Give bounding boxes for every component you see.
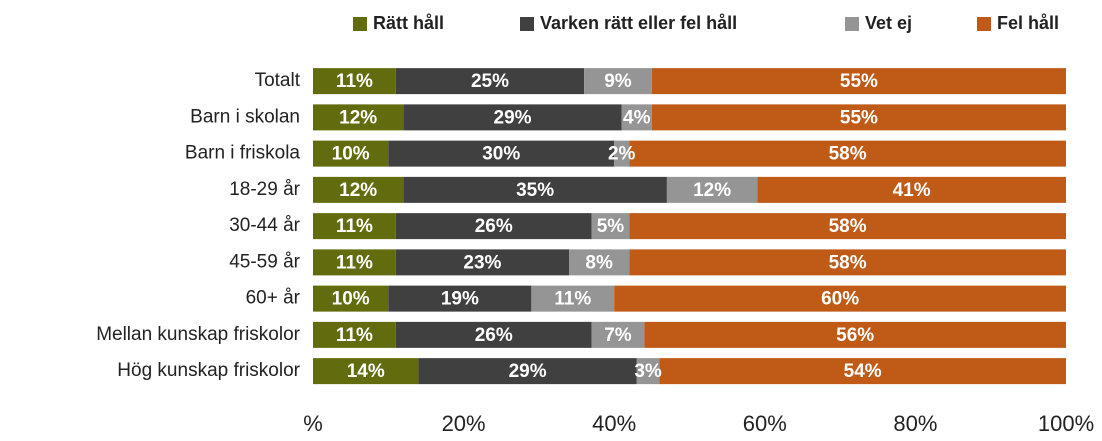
value-label: 60% — [821, 289, 859, 310]
category-label: Barn i skolan — [190, 106, 300, 127]
value-label: 3% — [634, 361, 662, 382]
value-label: 29% — [509, 361, 547, 382]
x-tick-label: % — [303, 411, 323, 436]
bar-segment — [614, 285, 1066, 312]
value-label: 54% — [844, 361, 882, 382]
legend-label: Varken rätt eller fel håll — [540, 13, 737, 33]
value-label: 35% — [516, 180, 554, 201]
bar-segment — [313, 358, 419, 385]
legend-label: Rätt håll — [373, 13, 444, 33]
bar-segment — [313, 104, 404, 131]
value-label: 10% — [332, 289, 370, 310]
value-label: 29% — [494, 107, 532, 128]
category-label: Hög kunskap friskolor — [117, 360, 300, 381]
bar-segment — [591, 213, 630, 240]
bar-segment — [313, 176, 404, 203]
value-label: 23% — [463, 252, 501, 273]
bar-segment — [395, 213, 592, 240]
legend-swatch — [977, 17, 991, 31]
bar-segment — [388, 140, 615, 167]
value-label: 14% — [347, 361, 385, 382]
value-label: 12% — [339, 180, 377, 201]
value-label: 2% — [608, 144, 636, 165]
bar-segment — [659, 358, 1066, 385]
value-label: 5% — [597, 216, 625, 237]
value-label: 4% — [623, 107, 651, 128]
bar-segment — [418, 358, 637, 385]
bar-segment — [395, 321, 592, 348]
value-label: 26% — [475, 325, 513, 346]
bar-segment — [395, 249, 570, 276]
value-label: 11% — [336, 71, 373, 92]
bar-segment — [629, 249, 1066, 276]
bar-segment — [313, 285, 389, 312]
x-tick-label: 20% — [442, 411, 486, 436]
bar-segment — [395, 68, 585, 95]
bar-segment — [757, 176, 1066, 203]
bar-segment — [614, 140, 630, 167]
value-label: 9% — [604, 71, 632, 92]
value-label: 8% — [585, 252, 613, 273]
bar-segment — [313, 249, 396, 276]
bar-segment — [388, 285, 532, 312]
legend-swatch — [353, 17, 367, 31]
value-label: 12% — [339, 107, 377, 128]
bar-segment — [651, 68, 1066, 95]
bar-segment — [621, 104, 652, 131]
x-tick-label: 100% — [1038, 411, 1094, 436]
x-tick-label: 80% — [893, 411, 937, 436]
legend-swatch — [520, 17, 534, 31]
bar-segment — [629, 213, 1066, 240]
x-tick-label: 40% — [592, 411, 636, 436]
value-label: 58% — [829, 252, 867, 273]
value-label: 11% — [336, 216, 373, 237]
value-label: 58% — [829, 216, 867, 237]
category-label: 45-59 år — [229, 251, 300, 272]
value-label: 56% — [836, 325, 874, 346]
category-label: Mellan kunskap friskolor — [96, 324, 300, 345]
value-label: 55% — [840, 107, 878, 128]
category-label: 18-29 år — [229, 179, 300, 200]
value-label: 58% — [829, 144, 867, 165]
legend-label: Fel håll — [997, 13, 1059, 33]
bar-segment — [644, 321, 1066, 348]
bar-segment — [651, 104, 1066, 131]
value-label: 19% — [441, 289, 479, 310]
category-label: Barn i friskola — [185, 143, 301, 164]
value-label: 11% — [336, 325, 373, 346]
value-label: 7% — [604, 325, 632, 346]
bar-segment — [584, 68, 652, 95]
bar-segment — [591, 321, 645, 348]
value-label: 12% — [693, 180, 731, 201]
category-label: 60+ år — [246, 288, 301, 309]
category-label: Totalt — [255, 70, 301, 91]
bar-segment — [313, 68, 396, 95]
legend-swatch — [845, 17, 859, 31]
value-label: 25% — [471, 71, 509, 92]
value-label: 10% — [332, 144, 370, 165]
value-label: 11% — [554, 289, 591, 310]
value-label: 26% — [475, 216, 513, 237]
bar-segment — [403, 104, 622, 131]
value-label: 11% — [336, 252, 373, 273]
value-label: 41% — [893, 180, 931, 201]
value-label: 30% — [482, 144, 520, 165]
x-tick-label: 60% — [743, 411, 787, 436]
bar-segment — [569, 249, 630, 276]
bar-segment — [313, 213, 396, 240]
legend-label: Vet ej — [865, 13, 912, 33]
bar-segment — [666, 176, 758, 203]
bar-segment — [629, 140, 1066, 167]
bar-segment — [531, 285, 615, 312]
value-label: 55% — [840, 71, 878, 92]
bar-segment — [313, 321, 396, 348]
bar-segment — [636, 358, 660, 385]
bar-segment — [313, 140, 389, 167]
category-label: 30-44 år — [229, 215, 300, 236]
bar-segment — [403, 176, 667, 203]
